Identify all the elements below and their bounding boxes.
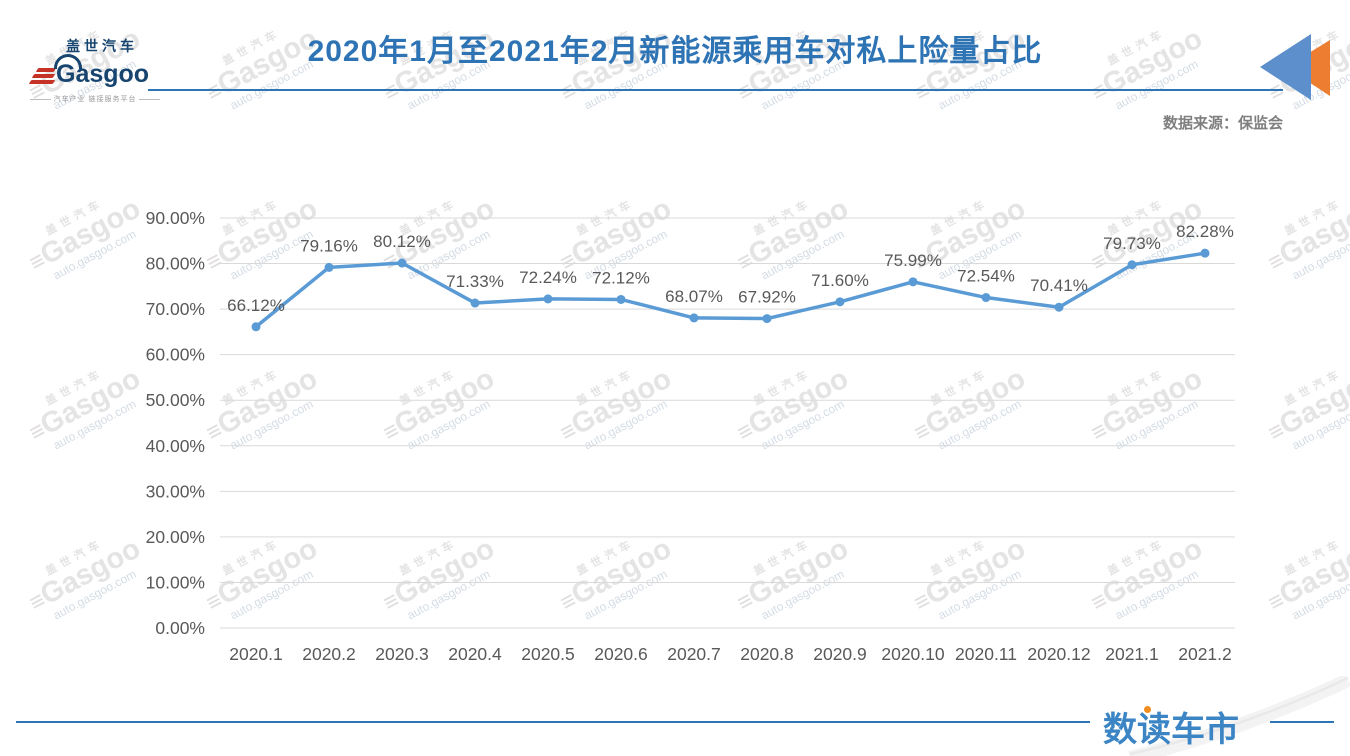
data-point-marker xyxy=(251,322,261,332)
brand-text: 数读车市 xyxy=(1103,711,1239,749)
data-point-marker xyxy=(324,262,334,272)
data-point-label: 72.54% xyxy=(957,267,1015,286)
y-tick-label: 10.00% xyxy=(146,572,205,592)
x-tick-label: 2021.1 xyxy=(1105,644,1159,664)
tagline-dash xyxy=(139,98,161,100)
x-tick-label: 2020.4 xyxy=(448,644,502,664)
data-point-marker xyxy=(1200,248,1210,258)
data-point-label: 71.60% xyxy=(811,271,869,290)
data-point-label: 80.12% xyxy=(373,232,431,251)
data-point-label: 70.41% xyxy=(1030,276,1088,295)
data-point-marker xyxy=(470,298,480,308)
y-tick-label: 30.00% xyxy=(146,481,205,501)
data-point-label: 71.33% xyxy=(446,272,504,291)
data-point-marker xyxy=(908,277,918,287)
brand-wordmark: 数读车市 xyxy=(1103,702,1239,751)
gasgoo-logo: 盖世汽车 Gasgoo 汽车产业 链接服务平台 xyxy=(28,36,162,104)
tagline-text: 汽车产业 链接服务平台 xyxy=(53,96,137,103)
corner-swoosh-decoration xyxy=(1128,676,1350,756)
data-point-marker xyxy=(616,294,626,304)
gasgoo-tagline: 汽车产业 链接服务平台 xyxy=(30,94,161,104)
header: 2020年1月至2021年2月新能源乘用车对私上险量占比 数据来源：保监会 xyxy=(0,0,1350,160)
page-title: 2020年1月至2021年2月新能源乘用车对私上险量占比 xyxy=(307,35,1043,68)
tagline-dash xyxy=(30,98,51,100)
series-line xyxy=(254,251,1207,329)
header-divider xyxy=(148,89,1283,91)
data-point-marker xyxy=(689,313,699,323)
gasgoo-logo-cn-text: 盖世汽车 xyxy=(66,38,138,54)
data-point-marker xyxy=(762,314,772,324)
x-tick-label: 2020.5 xyxy=(521,644,575,664)
data-point-label: 72.12% xyxy=(592,268,650,287)
data-point-label: 68.07% xyxy=(665,287,723,306)
footer: 数读车市 xyxy=(0,680,1350,756)
x-tick-label: 2020.9 xyxy=(813,644,867,664)
y-tick-label: 0.00% xyxy=(155,618,205,638)
x-tick-label: 2020.10 xyxy=(881,644,945,664)
data-point-marker xyxy=(543,294,553,304)
y-tick-label: 60.00% xyxy=(146,345,205,365)
data-point-label: 79.73% xyxy=(1103,234,1161,253)
data-point-marker xyxy=(1127,260,1137,270)
footer-divider-right xyxy=(1270,721,1334,723)
gasgoo-arc-icon xyxy=(54,54,82,69)
data-point-marker xyxy=(981,293,991,303)
y-tick-label: 90.00% xyxy=(146,208,205,228)
footer-divider-left xyxy=(16,721,1090,723)
x-tick-label: 2020.7 xyxy=(667,644,721,664)
data-point-label: 66.12% xyxy=(227,296,285,315)
data-point-label: 79.16% xyxy=(300,236,358,255)
x-tick-label: 2020.8 xyxy=(740,644,794,664)
gasgoo-logo-en-text: Gasgoo xyxy=(56,60,150,88)
y-tick-label: 20.00% xyxy=(146,527,205,547)
data-point-label: 67.92% xyxy=(738,288,796,307)
data-point-marker xyxy=(835,297,845,307)
blue-triangle-icon xyxy=(1260,34,1311,100)
x-tick-label: 2020.12 xyxy=(1027,644,1090,664)
brand-orange-dot-icon xyxy=(1144,706,1151,713)
data-point-marker xyxy=(397,258,407,268)
x-tick-label: 2020.2 xyxy=(302,644,356,664)
data-point-label: 82.28% xyxy=(1176,222,1234,241)
data-point-label: 72.24% xyxy=(519,268,577,287)
data-point-marker xyxy=(1054,302,1064,312)
x-tick-label: 2020.1 xyxy=(229,644,283,664)
data-point-label: 75.99% xyxy=(884,251,942,270)
x-tick-label: 2020.11 xyxy=(955,644,1017,664)
y-tick-label: 50.00% xyxy=(146,390,205,410)
y-tick-label: 80.00% xyxy=(146,254,205,274)
y-tick-label: 70.00% xyxy=(146,299,205,319)
double-triangle-icon xyxy=(1260,34,1330,100)
gasgoo-stripes-icon xyxy=(28,68,57,86)
x-tick-label: 2020.6 xyxy=(594,644,648,664)
gasgoo-logo-wordmark: Gasgoo xyxy=(28,54,162,90)
data-source-label: 数据来源：保监会 xyxy=(1162,115,1283,132)
x-tick-label: 2021.2 xyxy=(1178,644,1232,664)
x-tick-label: 2020.3 xyxy=(375,644,429,664)
y-tick-label: 40.00% xyxy=(146,436,205,456)
